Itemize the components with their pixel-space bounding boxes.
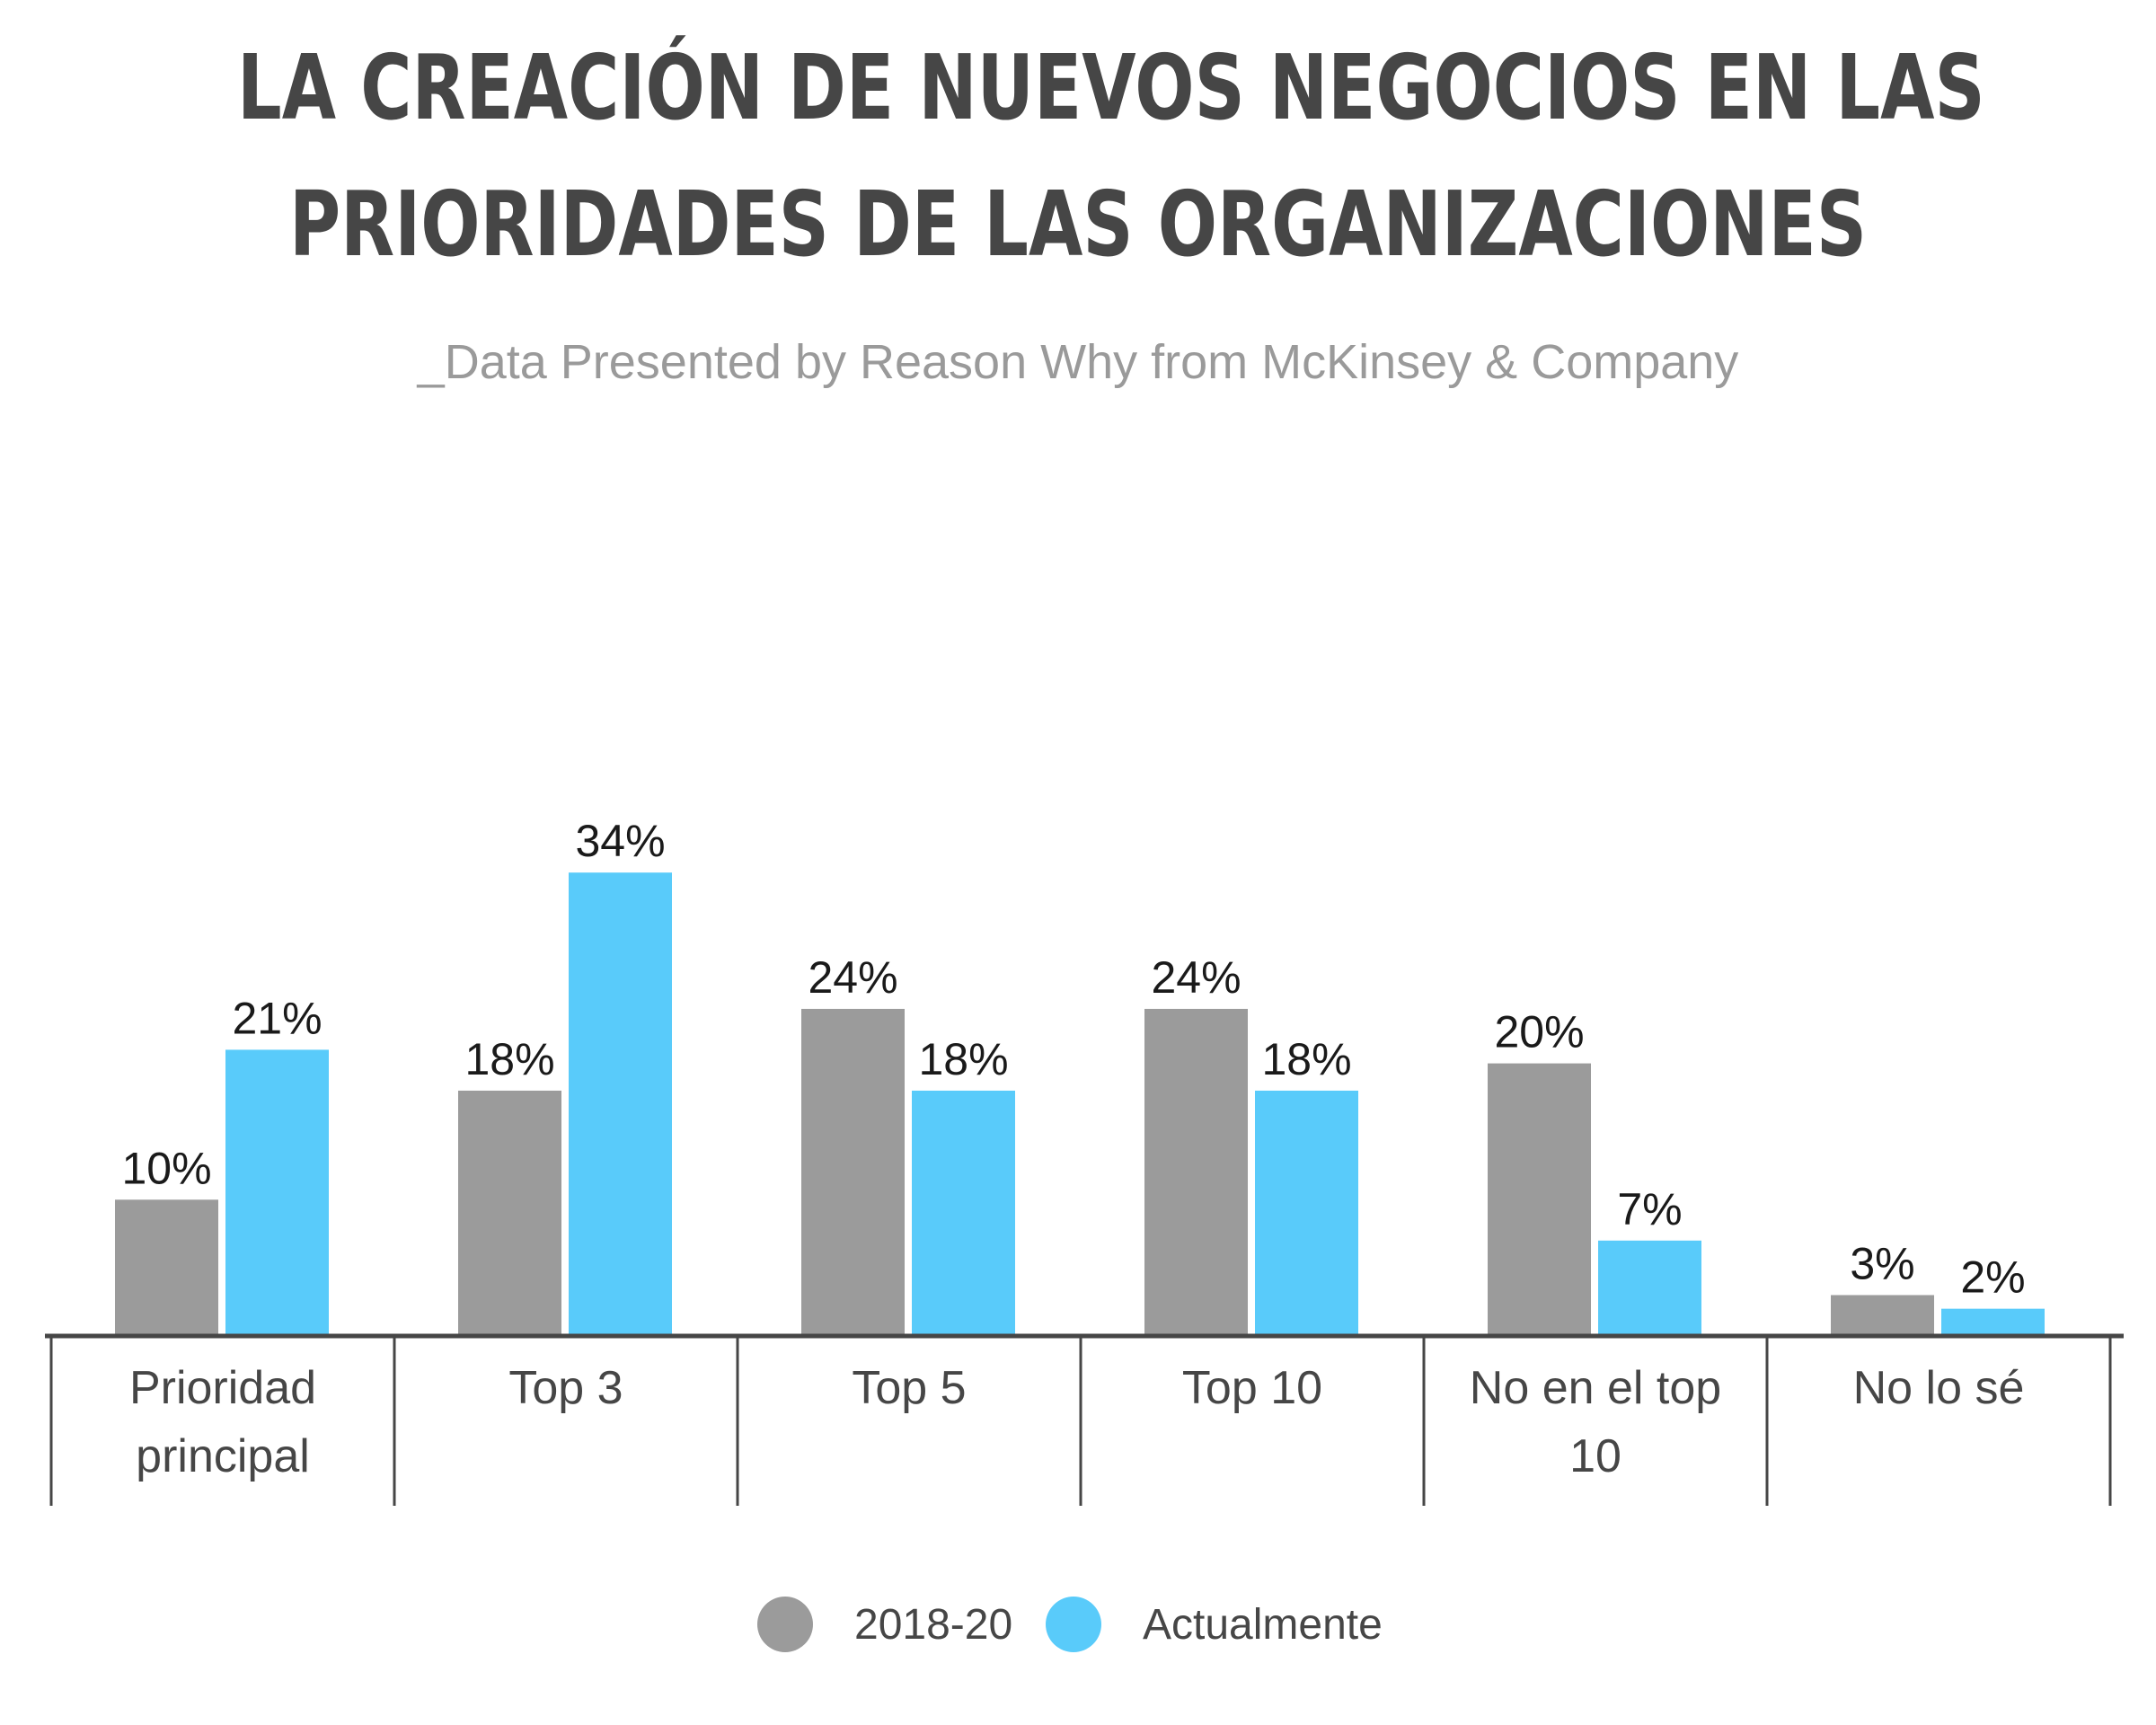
bar-actualmente-2 bbox=[912, 1090, 1015, 1336]
legend-label-2018-20: 2018-20 bbox=[854, 1600, 1013, 1649]
value-label-2018-20-5: 3% bbox=[1850, 1238, 1914, 1288]
value-label-2018-20-1: 18% bbox=[464, 1034, 554, 1084]
bar-chart: 10% 18% 24% 24% 20% 3% 21% 34% 18% 18% 7% 2% Priorid… bbox=[45, 816, 2124, 1506]
bar-2018-20-5 bbox=[1831, 1295, 1934, 1336]
legend-item-actualmente: Actualmente bbox=[1046, 1592, 1383, 1657]
x-tick-label-0-0: Prioridad bbox=[129, 1362, 316, 1414]
value-label-actualmente-4: 7% bbox=[1617, 1184, 1682, 1234]
x-tick-label-2-0: Top 5 bbox=[852, 1362, 966, 1414]
value-label-actualmente-0: 21% bbox=[232, 993, 322, 1043]
bar-2018-20-3 bbox=[1144, 1008, 1248, 1336]
legend-swatch-actualmente bbox=[1046, 1597, 1101, 1652]
bar-actualmente-1 bbox=[569, 872, 672, 1336]
legend-swatch-2018-20 bbox=[757, 1597, 813, 1652]
value-label-actualmente-2: 18% bbox=[918, 1034, 1008, 1084]
x-tick-label-4-1: 10 bbox=[1569, 1430, 1621, 1482]
bar-actualmente-4 bbox=[1598, 1240, 1701, 1336]
x-tick-label-3-0: Top 10 bbox=[1182, 1362, 1322, 1414]
legend-label-actualmente: Actualmente bbox=[1143, 1600, 1383, 1649]
legend-item-2018-20: 2018-20 bbox=[757, 1592, 1012, 1657]
bar-2018-20-2 bbox=[801, 1008, 905, 1336]
x-tick-label-1-0: Top 3 bbox=[508, 1362, 623, 1414]
value-label-2018-20-0: 10% bbox=[121, 1143, 211, 1193]
chart-subtitle: _Data Presented by Reason Why from McKin… bbox=[417, 335, 1739, 389]
bar-actualmente-5 bbox=[1941, 1308, 2045, 1336]
x-tick-label-5-0: No lo sé bbox=[1853, 1362, 2025, 1414]
bar-2018-20-1 bbox=[458, 1090, 561, 1336]
value-label-actualmente-3: 18% bbox=[1261, 1034, 1351, 1084]
chart-legend: 2018-20 Actualmente bbox=[0, 1592, 2156, 1657]
value-label-actualmente-1: 34% bbox=[575, 816, 665, 866]
chart-title-line-1: LA CREACIÓN DE NUEVOS NEGOCIOS EN LAS bbox=[237, 35, 1985, 140]
chart-title-line-2: PRIORIDADES DE LAS ORGANIZACIONES bbox=[289, 172, 1867, 277]
x-tick-label-0-1: principal bbox=[136, 1430, 310, 1482]
bar-2018-20-0 bbox=[115, 1199, 218, 1336]
bar-2018-20-4 bbox=[1488, 1063, 1591, 1336]
value-label-2018-20-4: 20% bbox=[1494, 1007, 1584, 1057]
bar-actualmente-3 bbox=[1255, 1090, 1358, 1336]
bar-actualmente-0 bbox=[225, 1049, 329, 1336]
value-label-2018-20-2: 24% bbox=[808, 952, 897, 1003]
value-label-actualmente-5: 2% bbox=[1960, 1252, 2025, 1303]
value-label-2018-20-3: 24% bbox=[1151, 952, 1241, 1003]
x-tick-label-4-0: No en el top bbox=[1470, 1362, 1721, 1414]
